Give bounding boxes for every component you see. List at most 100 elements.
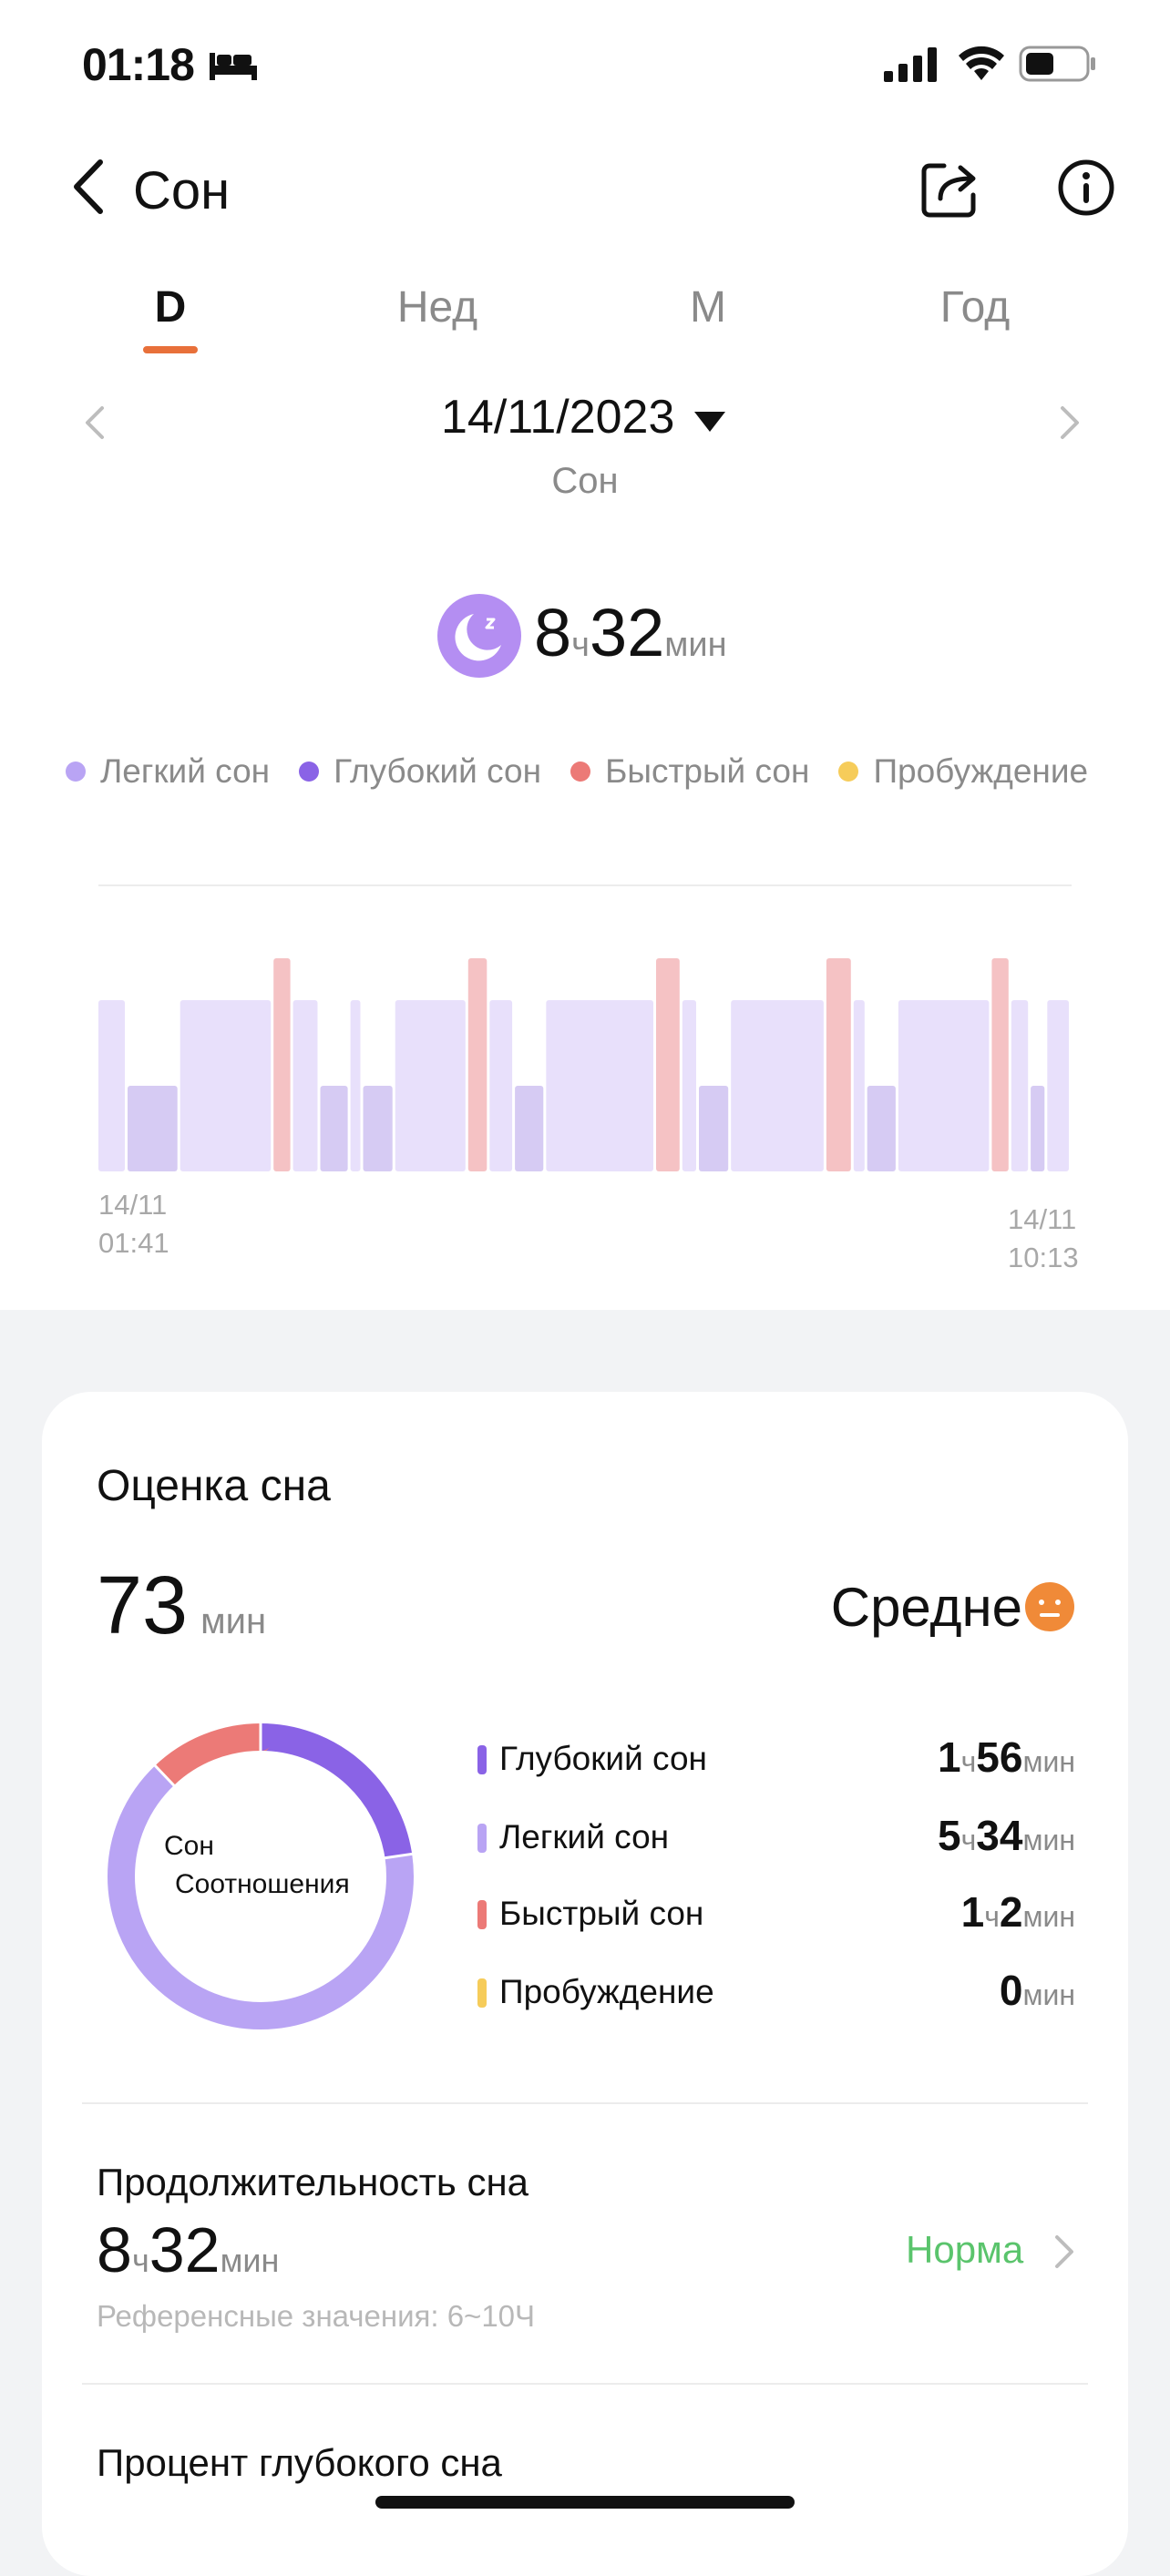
- donut-label-line2: Соотношения: [175, 1869, 350, 1899]
- duration-minutes-unit: мин: [220, 2242, 280, 2279]
- light-sleep-bar: [682, 1000, 696, 1171]
- share-icon[interactable]: [920, 158, 980, 219]
- chart-end-date: 14/11: [1008, 1203, 1077, 1235]
- legend-dot: [66, 762, 86, 782]
- stage-row-deep: Глубокий сон 1ч56мин: [477, 1733, 1075, 1787]
- chart-end-time: 10:13: [1008, 1242, 1079, 1273]
- sleep-stage-chart: [98, 884, 1072, 1171]
- stage-color-bar: [477, 1978, 487, 2008]
- date-selector[interactable]: 14/11/2023: [441, 391, 675, 444]
- status-time: 01:18: [82, 39, 195, 90]
- legend-deep: Глубокий сон: [299, 752, 541, 791]
- stage-minutes: 56: [976, 1733, 1023, 1781]
- deep-sleep-bar: [128, 1086, 178, 1171]
- stage-value: 1ч2мин: [961, 1887, 1075, 1937]
- stage-minutes: 2: [999, 1888, 1023, 1936]
- light-sleep-bar: [853, 1000, 865, 1171]
- legend-rem: Быстрый сон: [570, 752, 809, 791]
- light-sleep-bar: [292, 1000, 318, 1171]
- tab-week[interactable]: Нед: [396, 283, 478, 332]
- stage-row-awake: Пробуждение 0мин: [477, 1966, 1075, 2020]
- wifi-icon: [959, 46, 1004, 80]
- stage-hours: 1: [960, 1888, 985, 1936]
- stage-color-bar: [477, 1745, 487, 1774]
- home-indicator[interactable]: [375, 2496, 795, 2509]
- stage-color-bar: [477, 1900, 487, 1929]
- duration-minutes: 32: [149, 2214, 221, 2285]
- legend-dot: [570, 762, 591, 782]
- light-sleep-bar: [898, 1000, 990, 1171]
- section-divider: [82, 2102, 1088, 2104]
- sleep-score-card: [42, 1392, 1128, 2576]
- deep-sleep-bar: [1031, 1086, 1045, 1171]
- back-chevron-icon[interactable]: [71, 158, 108, 215]
- legend-label: Быстрый сон: [605, 752, 810, 790]
- duration-title: Продолжительность сна: [97, 2161, 529, 2203]
- duration-status-link[interactable]: Норма: [906, 2228, 1024, 2271]
- deep-sleep-percent-title: Процент глубокого сна: [97, 2441, 502, 2484]
- duration-hours: 8: [97, 2214, 132, 2285]
- total-minutes: 32: [589, 595, 665, 670]
- stage-minutes-unit: мин: [1022, 1745, 1075, 1778]
- tab-year[interactable]: Год: [939, 283, 1011, 332]
- stage-value: 5ч34мин: [938, 1811, 1075, 1860]
- chart-start-time: 01:41: [98, 1227, 169, 1259]
- chart-legend: Легкий сон Глубокий сон Быстрый сон Проб…: [66, 752, 1088, 791]
- stage-value: 1ч56мин: [938, 1733, 1075, 1782]
- next-date-icon[interactable]: [1059, 404, 1081, 441]
- previous-date-icon[interactable]: [84, 404, 106, 441]
- chevron-right-icon[interactable]: [1053, 2234, 1075, 2270]
- legend-awake: Пробуждение: [838, 752, 1088, 791]
- date-subtitle: Сон: [551, 461, 619, 501]
- stage-color-bar: [477, 1824, 487, 1853]
- donut-label-line1: Сон: [164, 1831, 214, 1861]
- rem-sleep-bar: [991, 958, 1009, 1171]
- deep-sleep-bar: [363, 1086, 393, 1171]
- legend-label: Глубокий сон: [334, 752, 542, 790]
- duration-hours-unit: ч: [131, 2242, 149, 2279]
- sleep-score-unit: мин: [200, 1601, 267, 1641]
- moon-icon: [437, 594, 521, 678]
- light-sleep-bar: [1047, 1000, 1069, 1171]
- legend-label: Пробуждение: [873, 752, 1089, 790]
- total-sleep: 8ч32мин: [534, 594, 727, 671]
- rem-sleep-bar: [273, 958, 291, 1171]
- tab-month[interactable]: М: [690, 283, 726, 332]
- rem-sleep-bar: [656, 958, 680, 1171]
- info-icon[interactable]: [1057, 158, 1115, 217]
- stage-hours-unit: ч: [984, 1900, 1000, 1933]
- deep-sleep-bar: [867, 1086, 896, 1171]
- light-sleep-bar: [98, 1000, 125, 1171]
- stage-hours-unit: ч: [960, 1745, 977, 1778]
- stage-name: Быстрый сон: [499, 1895, 704, 1932]
- stage-name: Легкий сон: [499, 1818, 670, 1855]
- stage-minutes-unit: мин: [1022, 1900, 1075, 1933]
- light-sleep-bar: [350, 1000, 361, 1171]
- donut-segment: [108, 1723, 414, 2029]
- chart-start-date: 14/11: [98, 1189, 168, 1221]
- page-title: Сон: [133, 161, 231, 220]
- total-hours: 8: [534, 595, 572, 670]
- bed-icon: [210, 53, 257, 80]
- stage-hours-unit: ч: [960, 1824, 977, 1856]
- sleep-score-value: 73: [97, 1560, 189, 1651]
- donut-separator: [152, 1763, 177, 1788]
- chart-start-label: 14/11 01:41: [98, 1186, 169, 1262]
- light-sleep-bar: [546, 1000, 653, 1171]
- stage-minutes: 0: [999, 1967, 1023, 2014]
- sleep-score: 73 мин: [97, 1559, 266, 1653]
- sleep-score-title: Оценка сна: [97, 1462, 331, 1510]
- stage-value: 0мин: [1000, 1966, 1075, 2015]
- legend-light: Легкий сон: [66, 752, 270, 791]
- light-sleep-bar: [731, 1000, 824, 1171]
- stage-hours: 1: [938, 1733, 961, 1781]
- light-sleep-bar: [1011, 1000, 1029, 1171]
- tab-day[interactable]: D: [154, 283, 187, 332]
- light-sleep-bar: [395, 1000, 466, 1171]
- tab-active-indicator: [143, 346, 198, 353]
- caret-down-icon[interactable]: [694, 412, 725, 432]
- legend-dot: [838, 762, 859, 782]
- sleep-quality-label: Средне: [830, 1577, 1022, 1638]
- total-hours-unit: ч: [571, 626, 590, 664]
- chart-end-label: 14/11 10:13: [1008, 1201, 1079, 1277]
